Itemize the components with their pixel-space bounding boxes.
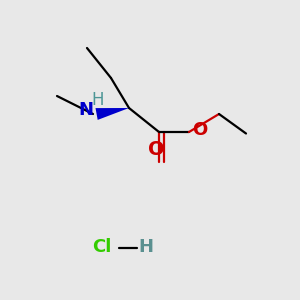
Text: N: N [78,101,93,119]
Text: Cl: Cl [92,238,112,256]
Text: O: O [192,121,207,139]
Polygon shape [95,108,129,120]
Text: O: O [148,140,164,159]
Text: H: H [91,91,103,109]
Text: H: H [139,238,154,256]
